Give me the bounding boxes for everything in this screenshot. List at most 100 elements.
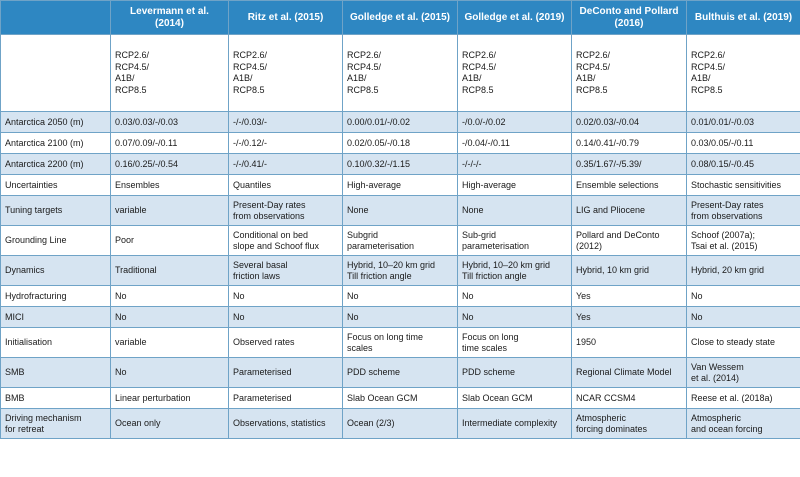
table-cell: Several basal friction laws (228, 255, 343, 286)
cell-text-line: Intermediate complexity (462, 418, 558, 428)
row-label: Tuning targets (0, 195, 111, 226)
table-cell: 0.03/0.03/-/0.03 (110, 111, 229, 133)
table-cell: variable (110, 327, 229, 358)
cell-text-line: -/0.04/-/0.11 (462, 137, 510, 148)
cell-text-line: High-average (347, 179, 402, 190)
cell-text-line: Atmospheric (576, 412, 627, 423)
cell-text-line: 0.14/0.41/-/0.79 (576, 137, 640, 148)
cell-text-line: NCAR CCSM4 (576, 392, 636, 403)
row-label-line: Initialisation (5, 337, 53, 347)
cell-text-line: Regional Climate Model (576, 367, 672, 377)
table-cell: Atmospheric and ocean forcing (686, 408, 800, 439)
cell-text-line: No (347, 290, 359, 301)
table-cell: Observations, statistics (228, 408, 343, 439)
cell-text-line: Poor (115, 235, 135, 245)
table-cell: 0.07/0.09/-/0.11 (110, 132, 229, 154)
table-cell: No (686, 285, 800, 307)
cell-text-line: -/-/0.03/- (233, 116, 268, 127)
table-cell: 0.16/0.25/-/0.54 (110, 153, 229, 175)
cell-text-line: 0.02/0.05/-/0.18 (347, 137, 411, 148)
cell-text-line: Hybrid, 10–20 km grid (462, 259, 551, 270)
table-cell: Schoof (2007a); Tsai et al. (2015) (686, 225, 800, 256)
table-row: Antarctica 2100 (m) 0.07/0.09/-/0.11 -/-/0… (0, 132, 800, 154)
cell-text-line: Present-Day rates (691, 199, 764, 210)
row-label-line: Driving mechanism (5, 412, 82, 423)
table-row: Antarctica 2050 (m) 0.03/0.03/-/0.03 -/-/0… (0, 111, 800, 133)
cell-text-line: 0.07/0.09/-/0.11 (115, 137, 178, 148)
scenario-cell: RCP2.6/ RCP4.5/ A1B/ RCP8.5 (457, 34, 572, 112)
cell-text-line: Several basal (233, 259, 288, 270)
table-cell: Quantiles (228, 174, 343, 196)
table-cell: Ensembles (110, 174, 229, 196)
cell-text-line: No (115, 367, 127, 377)
cell-text-line: Quantiles (233, 179, 272, 190)
table-row: BMB Linear perturbation Parameterised Slab … (0, 387, 800, 409)
row-label-line: Antarctica 2100 (m) (5, 137, 84, 148)
cell-text-line: Focus on long time (347, 331, 424, 342)
table-cell: Conditional on bed slope and Schoof flux (228, 225, 343, 256)
cell-text-line: 0.00/0.01/-/0.02 (347, 116, 411, 127)
table-cell: 0.08/0.15/-/0.45 (686, 153, 800, 175)
table-cell: Parameterised (228, 387, 343, 409)
table-row: SMB No Parameterised PDD scheme PDD scheme Re… (0, 357, 800, 388)
cell-text-line: No (462, 311, 474, 322)
cell-text-line: slope and Schoof flux (233, 240, 320, 251)
cell-text-line: None (347, 205, 369, 215)
row-label: Initialisation (0, 327, 111, 358)
table-row: Tuning targets variable Present-Day rates f… (0, 195, 800, 226)
cell-text-line: (2012) (576, 240, 603, 251)
row-label: Driving mechanism for retreat (0, 408, 111, 439)
table-cell: Hybrid, 20 km grid (686, 255, 800, 286)
cell-text-line: Tsai et al. (2015) (691, 240, 758, 251)
table-cell: Focus on long time scales (342, 327, 458, 358)
cell-text-line: 0.03/0.05/-/0.11 (691, 137, 754, 148)
table-cell: Slab Ocean GCM (457, 387, 572, 409)
table-cell: No (342, 285, 458, 307)
cell-text-line: scales (347, 342, 373, 353)
row-label-line: Uncertainties (5, 179, 58, 190)
column-header-bulthuis-2019: Bulthuis et al. (2019) (686, 0, 800, 35)
cell-text-line: forcing dominates (576, 423, 648, 434)
cell-text-line: No (462, 290, 474, 301)
table-cell: -/-/-/- (457, 153, 572, 175)
table-cell: -/-/0.03/- (228, 111, 343, 133)
table-cell: No (228, 285, 343, 307)
table-cell: 0.01/0.01/-/0.03 (686, 111, 800, 133)
table-cell: Atmospheric forcing dominates (571, 408, 687, 439)
table-cell: Present-Day rates from observations (686, 195, 800, 226)
cell-text-line: Parameterised (233, 392, 292, 403)
table-cell: Subgrid parameterisation (342, 225, 458, 256)
table-cell: Hybrid, 10 km grid (571, 255, 687, 286)
table-row: Antarctica 2200 (m) 0.16/0.25/-/0.54 -/-/0… (0, 153, 800, 175)
column-header-levermann-2014: Levermann et al. (2014) (110, 0, 229, 35)
header-row: Levermann et al. (2014) Ritz et al. (201… (0, 0, 800, 35)
row-label-line: for retreat (5, 423, 45, 434)
table-row: Hydrofracturing No No No No Yes No (0, 285, 800, 307)
cell-text-line: PDD scheme (347, 367, 401, 377)
cell-text-line: No (115, 311, 127, 322)
cell-text-line: Linear perturbation (115, 392, 191, 403)
table-cell: Intermediate complexity (457, 408, 572, 439)
table-cell: 0.00/0.01/-/0.02 (342, 111, 458, 133)
row-label-line: Dynamics (5, 265, 45, 275)
table-cell: No (110, 306, 229, 328)
table-row: Dynamics Traditional Several basal friction… (0, 255, 800, 286)
table-cell: variable (110, 195, 229, 226)
table-cell: -/-/0.41/- (228, 153, 343, 175)
cell-text-line: 0.02/0.03/-/0.04 (576, 116, 640, 127)
row-label: SMB (0, 357, 111, 388)
cell-text-line: Ocean only (115, 418, 161, 428)
table-cell: Hybrid, 10–20 km grid Till friction angle (342, 255, 458, 286)
cell-text-line: Van Wessem (691, 361, 744, 372)
table-cell: Reese et al. (2018a) (686, 387, 800, 409)
cell-text-line: Ensemble selections (576, 179, 659, 190)
column-header-deconto-pollard-2016: DeConto and Pollard (2016) (571, 0, 687, 35)
table-cell: Slab Ocean GCM (342, 387, 458, 409)
scenario-row: RCP2.6/ RCP4.5/ A1B/ RCP8.5 RCP2.6/ RCP4… (0, 34, 800, 112)
table-cell: NCAR CCSM4 (571, 387, 687, 409)
cell-text-line: Yes (576, 311, 591, 322)
table-cell: No (686, 306, 800, 328)
cell-text-line: High-average (462, 179, 517, 190)
row-label-line: Tuning targets (5, 205, 63, 215)
cell-text-line: Till friction angle (462, 270, 527, 281)
